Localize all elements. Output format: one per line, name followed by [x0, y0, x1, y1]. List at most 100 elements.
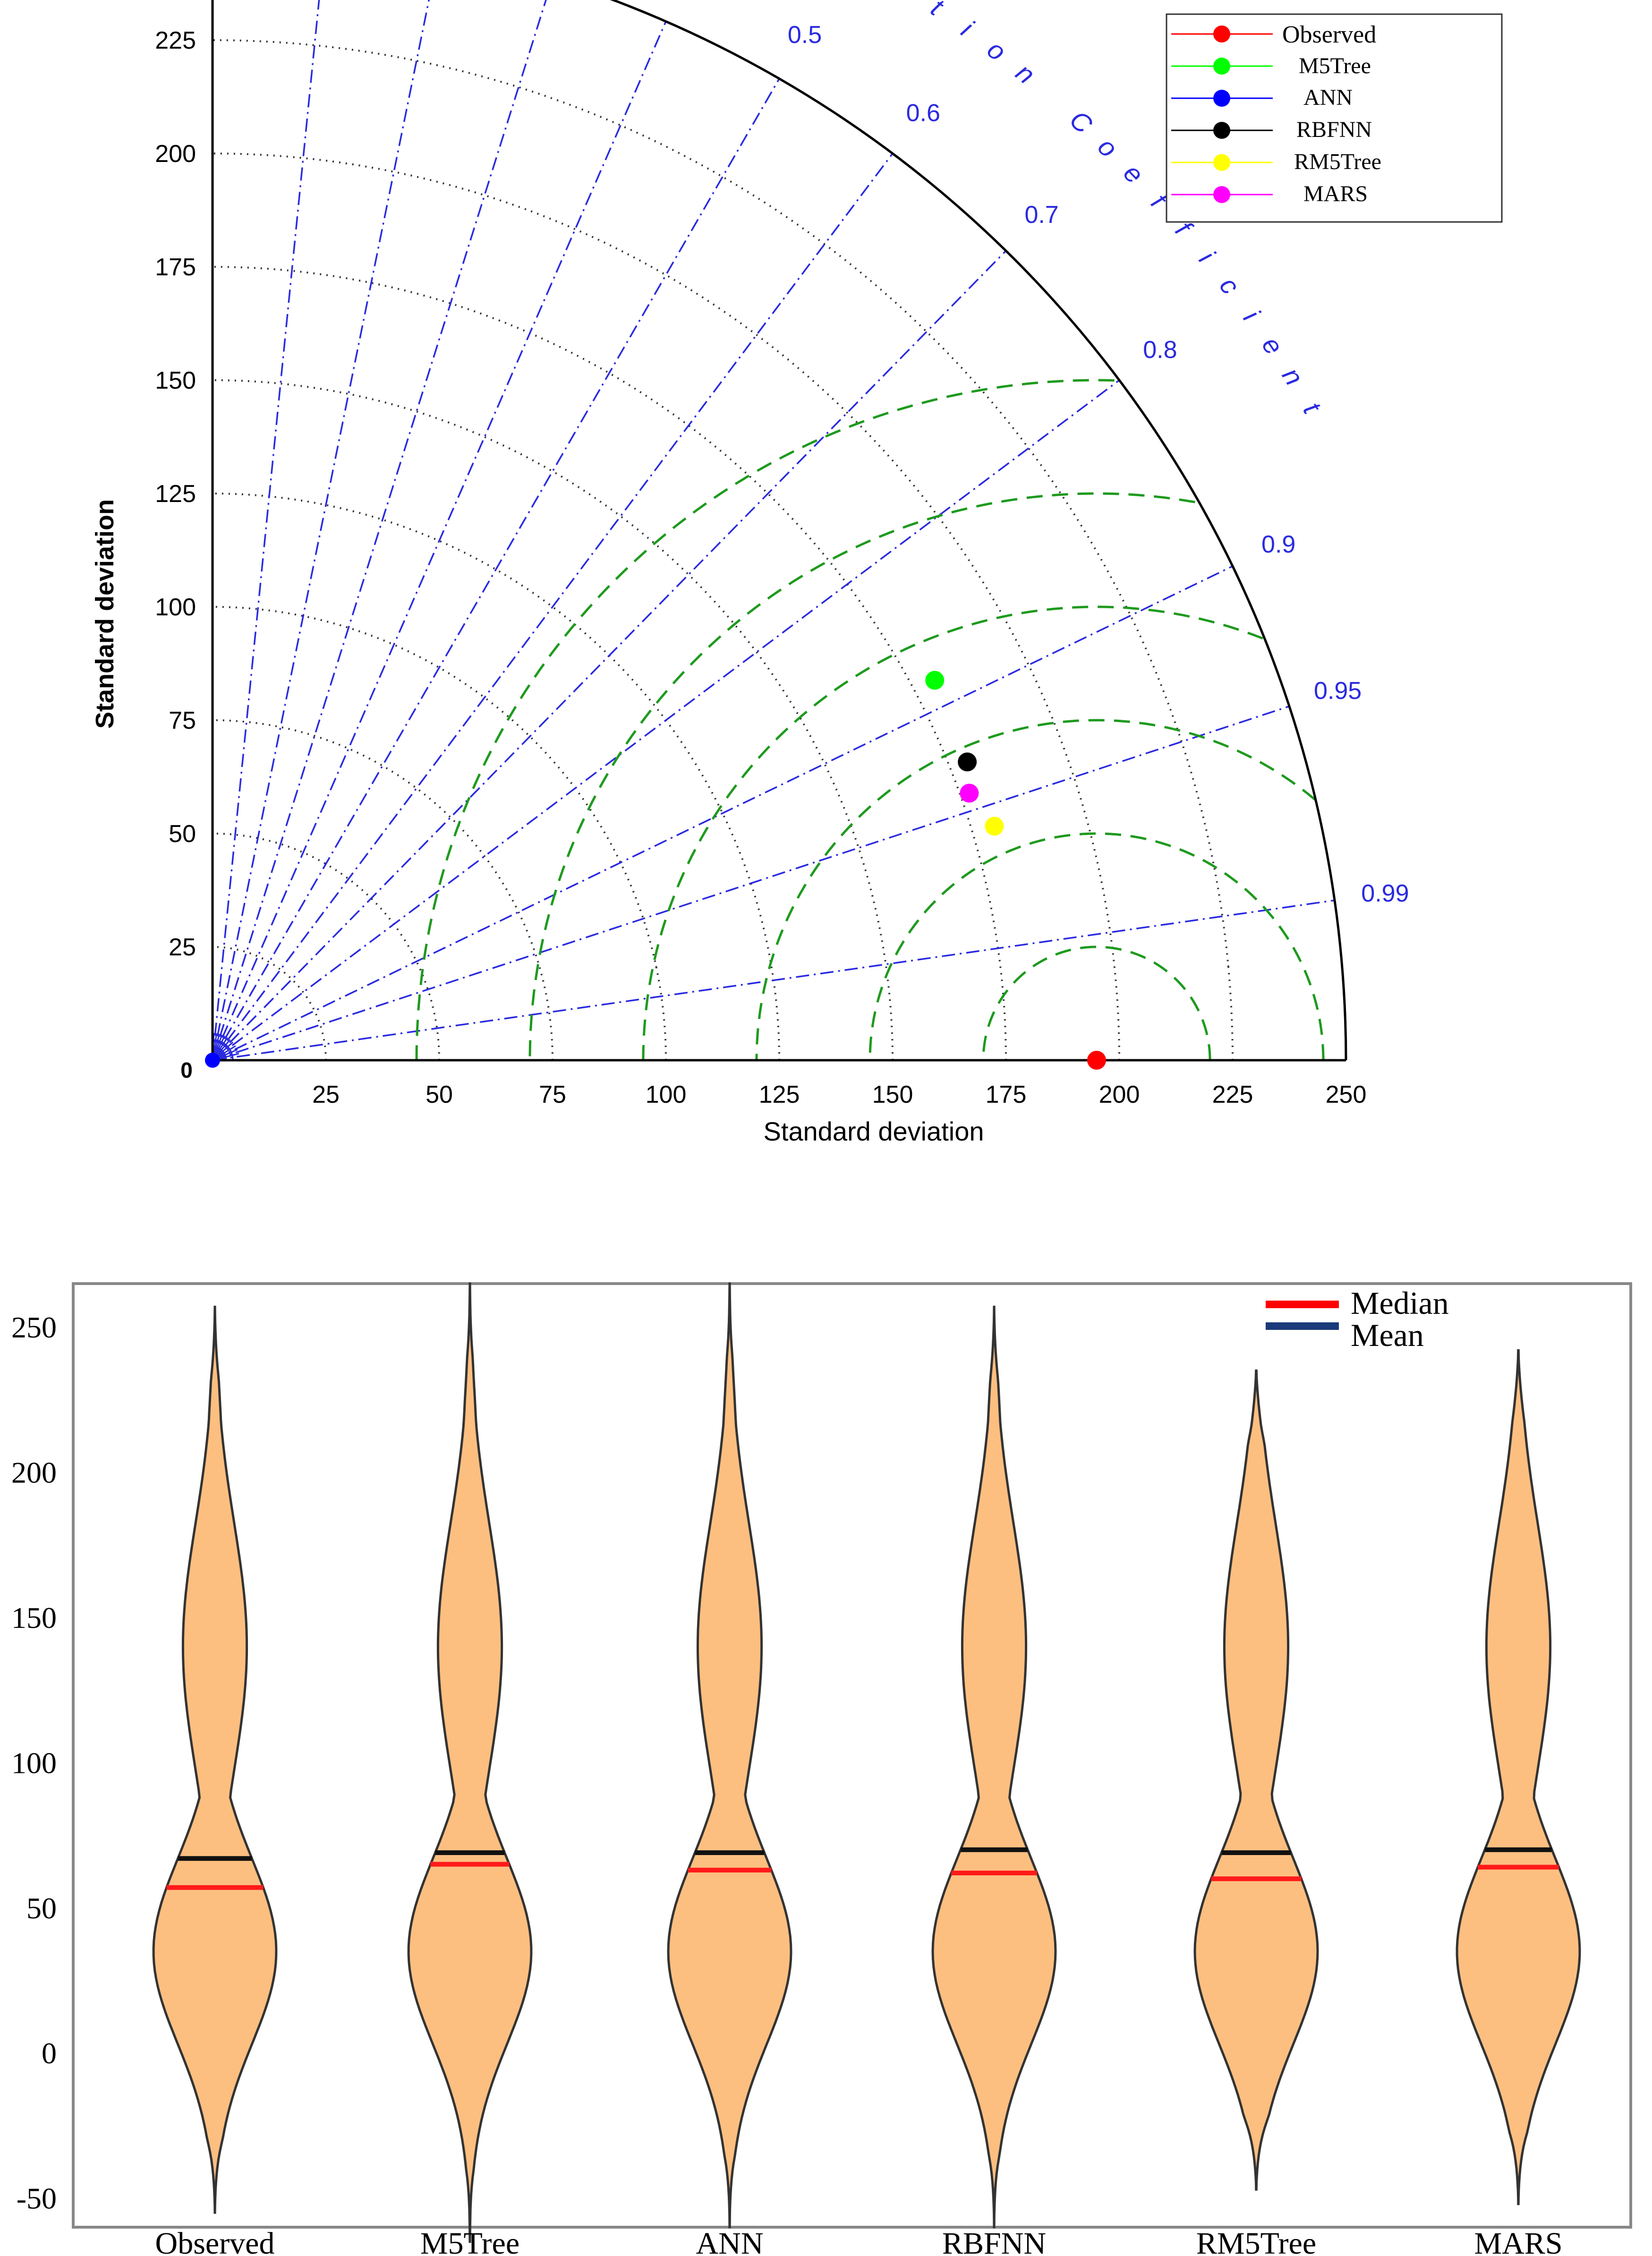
std-arc-25 — [212, 946, 327, 1061]
corr-title-char: i — [1193, 245, 1221, 268]
legend-label-ann: ANN — [1303, 85, 1353, 110]
violin-mars — [1456, 1349, 1581, 2205]
corr-title-char: i — [956, 14, 979, 42]
taylor-outer-arc — [610, 0, 1347, 1061]
point-observed — [1087, 1051, 1106, 1070]
corr-title-char: C — [1064, 104, 1098, 139]
x-tick-label: 50 — [426, 1081, 453, 1108]
y-tick-label: 100 — [155, 594, 196, 621]
y-tick-label: 225 — [155, 27, 196, 54]
corr-title-char: t — [926, 0, 950, 22]
corr-tick-label: 0.7 — [1024, 201, 1058, 229]
violin-m5tree — [407, 1282, 533, 2243]
violin-rm5tree — [1193, 1369, 1319, 2191]
corr-title-char: n — [1011, 57, 1041, 89]
corr-ray-0.5 — [212, 78, 780, 1061]
x-tick-label: 125 — [759, 1081, 800, 1108]
x-tick-label: 25 — [312, 1081, 340, 1108]
taylor-points — [205, 671, 1106, 1070]
corr-title-char: i — [1238, 304, 1266, 327]
point-rm5tree — [985, 817, 1004, 836]
y-tick-label: 125 — [155, 480, 196, 508]
std-arc-225 — [212, 39, 1234, 1061]
violin-category-label: M5Tree — [420, 2226, 519, 2256]
corr-tick-label: 0.95 — [1314, 677, 1362, 705]
violin-category-labels: Observed M5Tree ANN RBFNN RM5Tree MARS — [155, 2226, 1563, 2256]
rmsd-circle-100 — [642, 605, 1263, 1060]
legend-label-observed: Observed — [1282, 21, 1376, 48]
legend-mean-label: Mean — [1351, 1317, 1424, 1353]
std-arc-175 — [212, 266, 1007, 1061]
violin-y-tick: 150 — [11, 1601, 57, 1635]
corr-tick-label: 0.8 — [1143, 336, 1177, 364]
violin-frame — [72, 1282, 1632, 2229]
origin-arc — [212, 1046, 227, 1061]
legend-label-mars: MARS — [1303, 181, 1368, 206]
violins — [152, 1282, 1581, 2243]
legend-label-rbfnn: RBFNN — [1296, 117, 1372, 142]
x-tick-label: 175 — [986, 1081, 1027, 1108]
rmsd-circle-125 — [528, 492, 1195, 1060]
taylor-y-label: Standard deviation — [91, 499, 119, 729]
point-rbfnn — [958, 752, 977, 772]
corr-tick-label: 0.9 — [1261, 531, 1295, 558]
violin-category-label: Observed — [155, 2226, 275, 2256]
legend-marker-m5tree — [1213, 58, 1230, 75]
std-arc-125 — [212, 493, 780, 1061]
y-tick-label: 175 — [155, 254, 196, 281]
taylor-x-label: Standard deviation — [763, 1116, 984, 1146]
corr-tick-label: 0.5 — [788, 21, 822, 49]
corr-title-char: o — [1092, 131, 1124, 163]
taylor-frame — [211, 0, 1347, 1062]
rmsd-circle-50 — [869, 832, 1325, 1060]
x-tick-label: 200 — [1099, 1081, 1140, 1108]
rmsd-circles — [415, 379, 1325, 1061]
legend-entry-observed: Observed — [1171, 21, 1376, 48]
violin-y-tick: -50 — [17, 2182, 57, 2215]
legend-label-rm5tree: RM5Tree — [1294, 149, 1381, 174]
corr-title-char: c — [1214, 271, 1245, 299]
violin-category-label: RM5Tree — [1196, 2226, 1316, 2256]
legend-entry-mars: MARS — [1171, 181, 1368, 206]
origin-arc — [212, 1039, 234, 1061]
violin-rbfnn — [931, 1305, 1057, 2229]
taylor-diagram: 25 25 50 50 75 75 100 100 125 125 150 150 175 175 200 2… — [91, 0, 1503, 1146]
violin-ann — [667, 1282, 792, 2229]
legend-label-m5tree: M5Tree — [1299, 53, 1371, 78]
violin-y-tick: 100 — [11, 1746, 57, 1779]
corr-title-char: a — [892, 0, 920, 3]
corr-ray-0.99 — [212, 899, 1335, 1061]
taylor-grid — [212, 39, 1234, 1061]
corr-ray-0.8 — [212, 379, 1120, 1061]
violin-legend: Median Mean — [1266, 1285, 1449, 1353]
correlation-tick-labels: 0.10.20.30.40.50.60.70.80.90.950.99 — [788, 21, 1409, 907]
legend-marker-mars — [1213, 186, 1230, 203]
rmsd-circle-25 — [982, 945, 1211, 1060]
corr-ray-0.9 — [212, 565, 1233, 1061]
corr-ray-0.1 — [212, 0, 320, 1061]
violin-y-tick: 50 — [26, 1891, 57, 1925]
correlation-lines — [212, 0, 1335, 1061]
x-tick-label: 100 — [646, 1081, 687, 1108]
legend-entry-m5tree: M5Tree — [1171, 53, 1371, 78]
point-ann — [205, 1053, 220, 1068]
std-arc-100 — [212, 606, 667, 1061]
y-tick-label: 50 — [169, 820, 196, 848]
violin-y-tick: 0 — [42, 2036, 57, 2070]
violin-category-label: RBFNN — [942, 2226, 1046, 2256]
x-tick-label: 150 — [872, 1081, 913, 1108]
y-tick-label: 200 — [155, 140, 196, 168]
violin-category-label: MARS — [1474, 2226, 1562, 2256]
corr-title-char: e — [1118, 158, 1150, 189]
y-tick-label: 25 — [169, 934, 196, 961]
legend-median-label: Median — [1351, 1285, 1449, 1321]
legend-marker-rm5tree — [1213, 154, 1230, 171]
x-tick-label: 250 — [1326, 1081, 1367, 1108]
corr-ray-0.95 — [212, 705, 1290, 1061]
legend-entry-ann: ANN — [1171, 85, 1353, 110]
legend-marker-ann — [1213, 90, 1230, 107]
corr-ray-0.4 — [212, 21, 667, 1061]
corr-title-char: e — [1256, 331, 1289, 360]
std-tick-labels: 25 25 50 50 75 75 100 100 125 125 150 150 175 175 200 2… — [155, 27, 1367, 1108]
x-tick-label: 75 — [539, 1081, 566, 1108]
